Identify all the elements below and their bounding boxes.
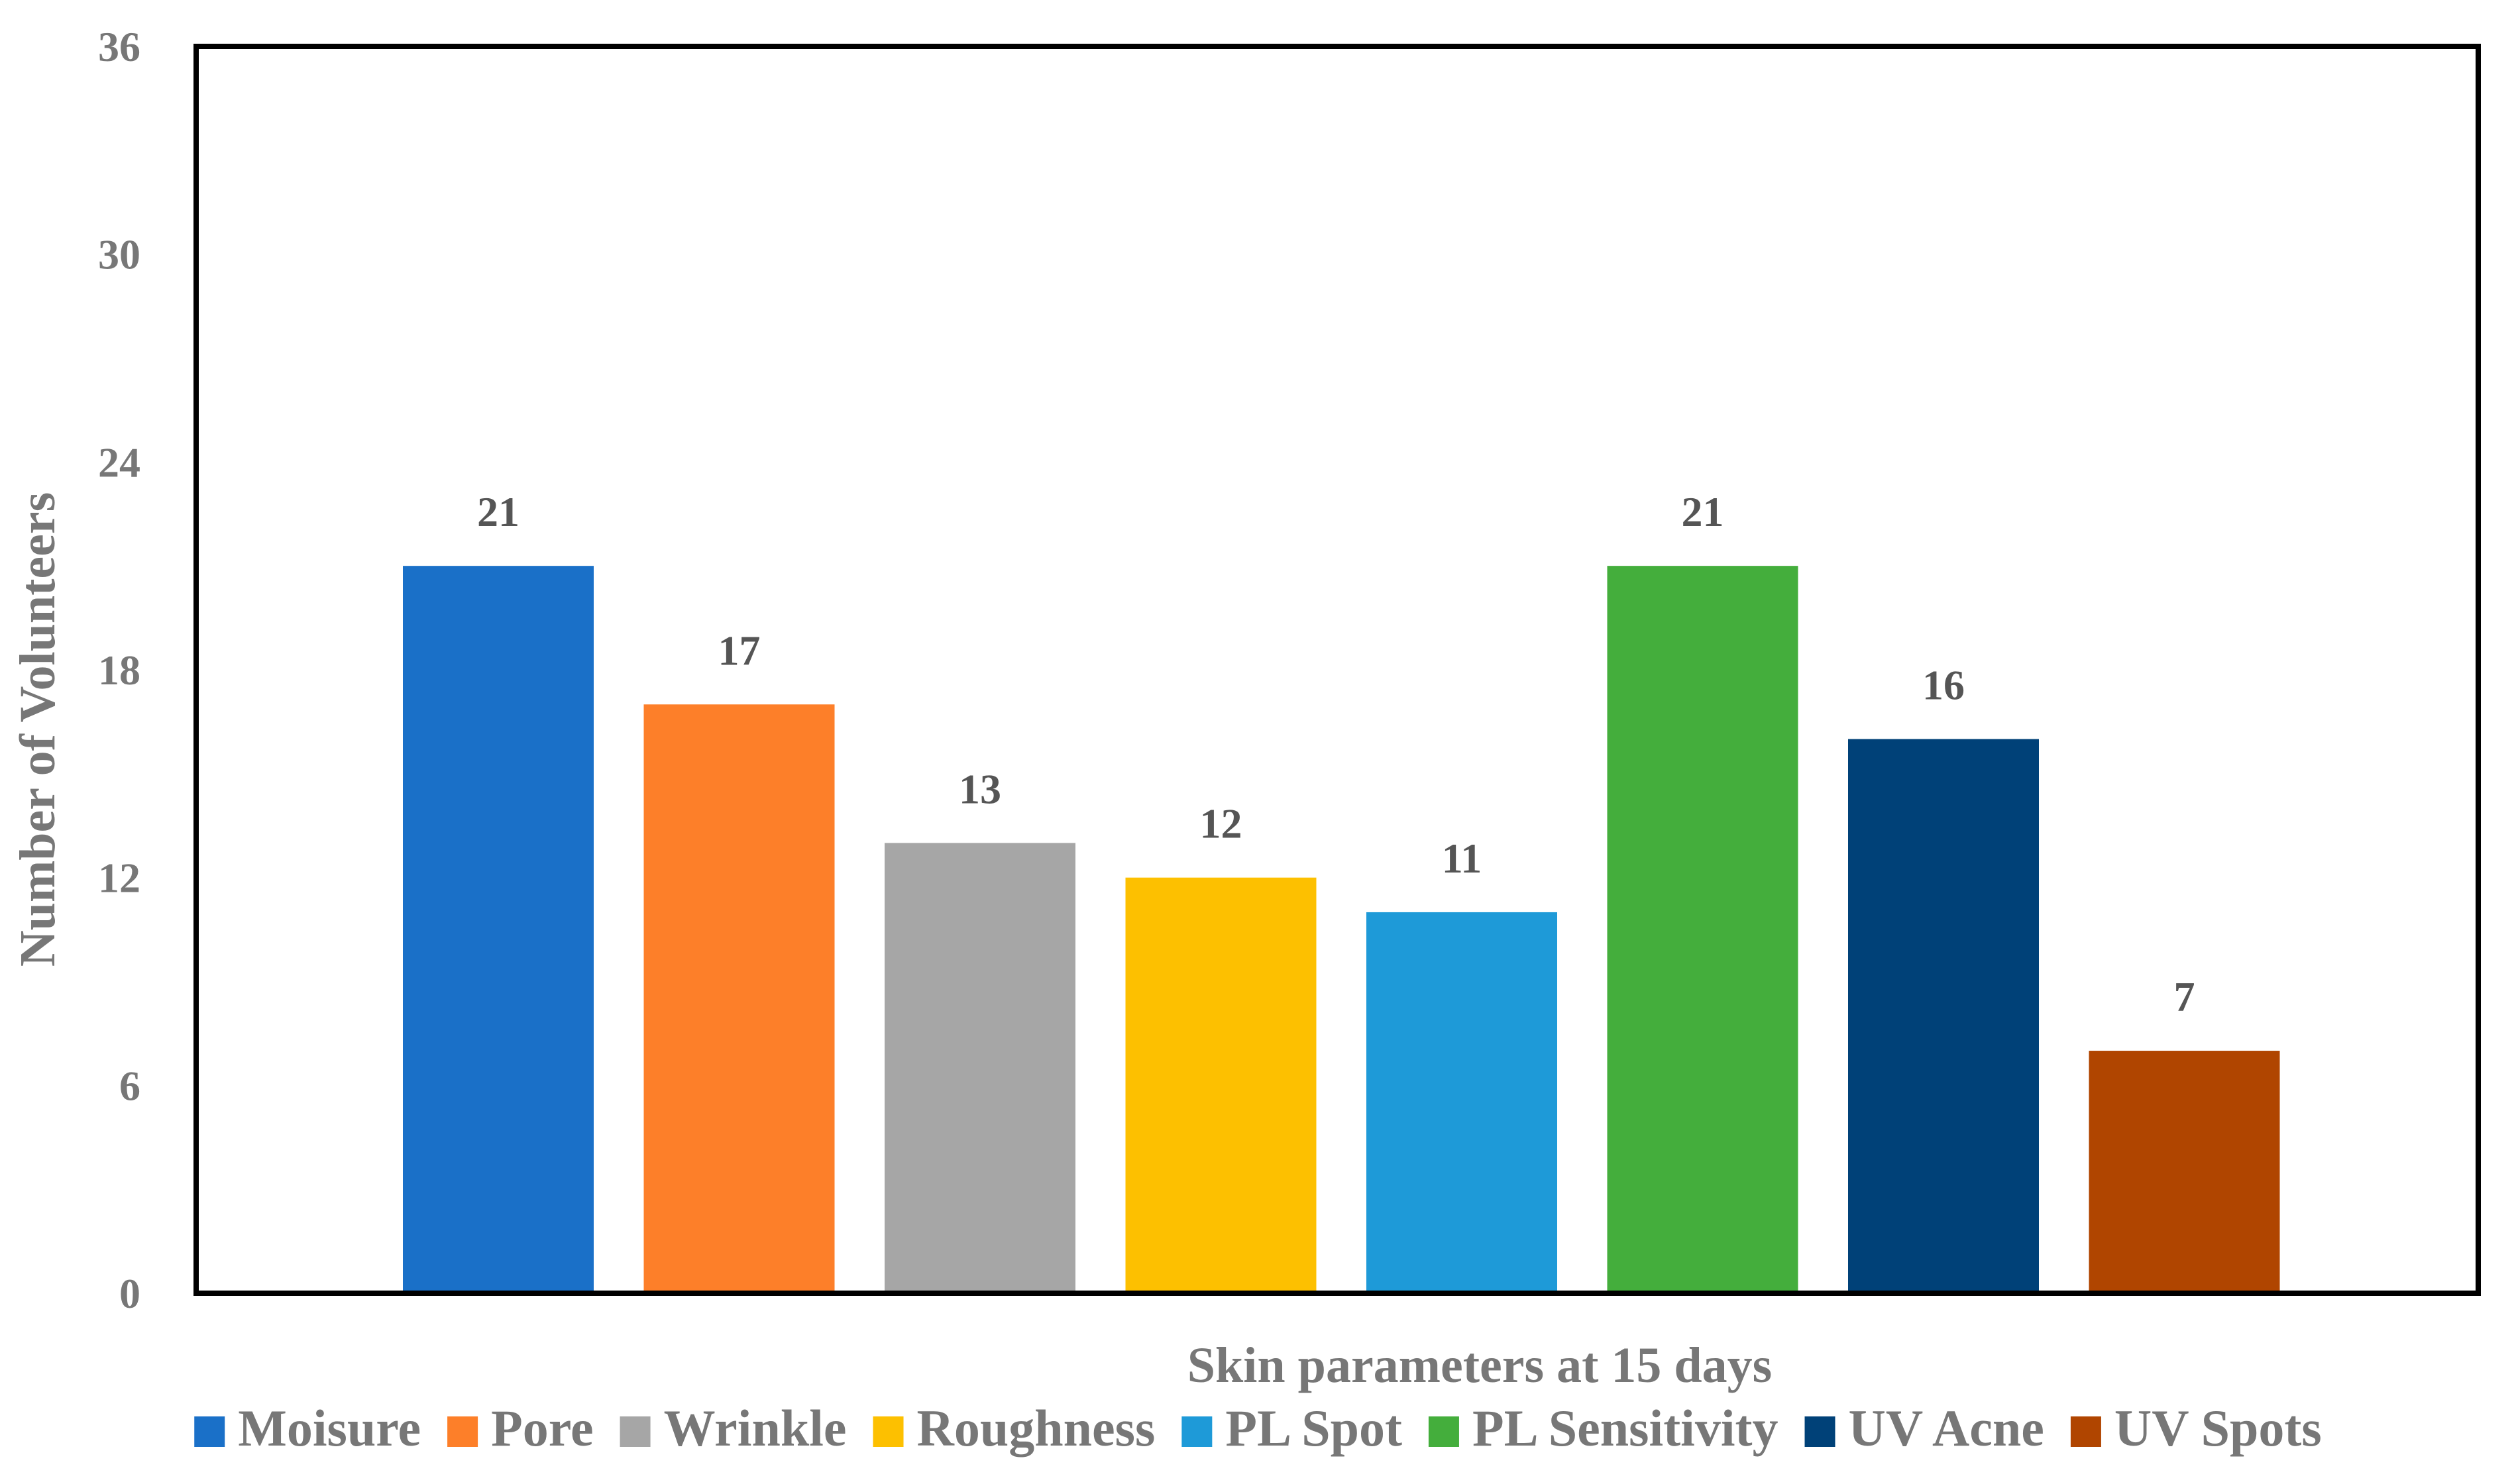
- legend-swatch: [1804, 1416, 1835, 1447]
- bar-uv-spots: [2089, 1051, 2280, 1293]
- legend-swatch: [873, 1416, 904, 1447]
- y-tick-label: 30: [98, 231, 140, 278]
- bar-roughness: [1125, 877, 1317, 1293]
- data-labels: 21 17 13 12 11 21 16 7: [477, 488, 2195, 1020]
- legend-label: PL Spot: [1225, 1399, 1402, 1457]
- bar-uv-acne: [1848, 739, 2039, 1293]
- data-label: 21: [1682, 488, 1724, 535]
- legend-label: Wrinkle: [664, 1399, 847, 1457]
- y-axis-title: Number of Volunteers: [10, 492, 66, 967]
- bar-wrinkle: [885, 843, 1075, 1293]
- legend-label: UV Spots: [2114, 1399, 2322, 1457]
- legend-item-pl-sensitivity: PL Sensitivity: [1428, 1399, 1778, 1457]
- legend-label: UV Acne: [1849, 1399, 2044, 1457]
- bar-pore: [643, 704, 835, 1293]
- legend-swatch: [1181, 1416, 1213, 1447]
- bar-moisure: [403, 566, 594, 1293]
- data-label: 16: [1922, 662, 1965, 709]
- legend-swatch: [1428, 1416, 1459, 1447]
- data-label: 17: [718, 627, 761, 674]
- data-label: 12: [1200, 800, 1242, 847]
- bar-pl-spot: [1366, 912, 1557, 1293]
- plot-area-frame: [193, 44, 2481, 1296]
- legend-item-wrinkle: Wrinkle: [620, 1399, 847, 1457]
- legend-item-uv-acne: UV Acne: [1804, 1399, 2044, 1457]
- legend-label: PL Sensitivity: [1472, 1399, 1778, 1457]
- legend-swatch: [447, 1416, 478, 1447]
- bar-pl-sensitivity: [1607, 566, 1798, 1293]
- data-label: 7: [2174, 973, 2195, 1020]
- data-label: 13: [959, 765, 1001, 812]
- legend-label: Moisure: [238, 1399, 421, 1457]
- legend-item-pore: Pore: [447, 1399, 594, 1457]
- legend-label: Pore: [491, 1399, 593, 1457]
- y-tick-label: 12: [98, 855, 140, 902]
- x-axis-title: Skin parameters at 15 days: [1187, 1338, 1772, 1393]
- y-tick-label: 18: [98, 647, 140, 694]
- y-tick-label: 0: [119, 1270, 140, 1317]
- legend-swatch: [194, 1416, 225, 1447]
- y-tick-label: 6: [119, 1062, 140, 1109]
- bars: [403, 566, 2280, 1293]
- legend-item-uv-spots: UV Spots: [2070, 1399, 2322, 1457]
- legend-item-roughness: Roughness: [873, 1399, 1156, 1457]
- legend-swatch: [620, 1416, 651, 1447]
- y-tick-label: 24: [98, 439, 140, 486]
- legend: Moisure Pore Wrinkle Roughness PL Spot PL Sen…: [194, 1399, 2322, 1457]
- y-tick-label: 36: [98, 23, 140, 70]
- legend-item-moisure: Moisure: [194, 1399, 421, 1457]
- data-label: 21: [477, 488, 520, 535]
- legend-item-pl-spot: PL Spot: [1181, 1399, 1402, 1457]
- legend-swatch: [2070, 1416, 2101, 1447]
- legend-label: Roughness: [917, 1399, 1156, 1457]
- data-label: 11: [1442, 835, 1482, 882]
- y-axis-ticks: 0 6 12 18 24 30 36: [98, 23, 140, 1317]
